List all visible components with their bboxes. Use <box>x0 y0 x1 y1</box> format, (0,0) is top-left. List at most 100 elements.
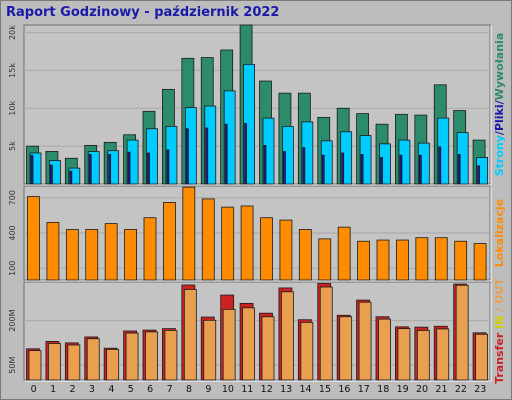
bar-lokalizacje-2 <box>65 229 79 281</box>
bar-out-7 <box>164 330 178 381</box>
xtick-label-10: 10 <box>222 384 234 395</box>
bar-lokalizacje-1 <box>46 222 60 281</box>
xtick-label-0: 0 <box>31 384 37 395</box>
legend-in: IN <box>493 316 506 329</box>
legend-wywolania: Wywołania <box>493 33 506 101</box>
xtick-label-22: 22 <box>455 384 467 395</box>
bar-out-5 <box>125 332 139 381</box>
bar-strony-16 <box>341 152 345 185</box>
xtick-label-9: 9 <box>205 384 211 395</box>
bar-pliki-13 <box>282 126 294 185</box>
xtick-label-17: 17 <box>358 384 370 395</box>
bar-strony-15 <box>321 154 325 185</box>
bar-out-17 <box>358 301 372 381</box>
bar-lokalizacje-7 <box>163 202 176 281</box>
bar-strony-12 <box>263 144 267 185</box>
bar-out-1 <box>48 343 61 381</box>
legend-lokalizacje: Lokalizacje <box>493 199 506 267</box>
bar-pliki-18 <box>379 143 391 185</box>
bar-out-23 <box>475 333 488 381</box>
panel-2-ytick-label-2: 700 <box>8 190 17 205</box>
xtick-label-16: 16 <box>338 384 350 395</box>
bar-out-15 <box>319 286 333 381</box>
bar-lokalizacje-22 <box>454 240 468 281</box>
bar-strony-18 <box>380 157 383 185</box>
bar-pliki-3 <box>87 151 100 185</box>
bar-strony-14 <box>302 147 306 185</box>
xtick-label-6: 6 <box>147 384 153 395</box>
bar-out-9 <box>203 319 217 381</box>
legend-strony: Strony <box>493 135 506 176</box>
xtick-label-3: 3 <box>89 384 95 395</box>
bar-strony-11 <box>244 123 247 185</box>
xtick-label-7: 7 <box>167 384 173 395</box>
bar-lokalizacje-6 <box>143 217 157 281</box>
panel-transfer <box>23 281 491 381</box>
bar-out-22 <box>455 284 469 381</box>
bar-pliki-4 <box>107 150 120 185</box>
xtick-label-19: 19 <box>397 384 409 395</box>
xtick-label-23: 23 <box>474 384 486 395</box>
panel-1-ytick-label-1: 10k <box>8 101 17 116</box>
bar-pliki-19 <box>398 139 411 185</box>
bar-out-8 <box>183 289 197 381</box>
bar-strony-22 <box>457 154 461 185</box>
bar-lokalizacje-23 <box>473 243 487 281</box>
bar-pliki-22 <box>456 132 469 185</box>
xtick-label-18: 18 <box>377 384 389 395</box>
panel-2-ytick-label-1: 400 <box>8 225 17 240</box>
bar-out-14 <box>300 321 314 381</box>
bar-lokalizacje-16 <box>337 226 351 281</box>
bar-pliki-17 <box>359 135 372 185</box>
panel-1-ytick-label-2: 15k <box>8 63 17 78</box>
bar-strony-9 <box>205 127 209 185</box>
bar-pliki-21 <box>437 117 450 185</box>
bar-out-19 <box>397 328 411 381</box>
xtick-label-14: 14 <box>299 384 311 395</box>
bar-pliki-20 <box>417 142 430 185</box>
bar-strony-17 <box>360 154 364 185</box>
panel-1-ytick-label-3: 20k <box>8 25 17 40</box>
bar-pliki-0 <box>29 152 42 185</box>
bar-out-4 <box>106 349 120 381</box>
bar-lokalizacje-21 <box>434 237 448 281</box>
bar-pliki-15 <box>320 140 333 185</box>
bar-lokalizacje-5 <box>124 229 137 281</box>
xtick-label-12: 12 <box>261 384 273 395</box>
xtick-label-2: 2 <box>70 384 76 395</box>
bar-lokalizacje-11 <box>240 205 254 281</box>
bar-lokalizacje-9 <box>201 198 215 281</box>
bar-out-21 <box>436 328 450 381</box>
bar-strony-19 <box>399 154 403 185</box>
bar-pliki-16 <box>340 131 353 185</box>
bar-pliki-14 <box>301 121 314 185</box>
bar-strony-8 <box>185 128 189 185</box>
bar-lokalizacje-18 <box>376 239 390 281</box>
bar-pliki-6 <box>146 128 158 185</box>
bar-strony-3 <box>88 154 92 185</box>
bar-pliki-10 <box>223 90 236 185</box>
bar-pliki-1 <box>49 160 61 185</box>
bar-pliki-7 <box>165 126 178 185</box>
bar-out-6 <box>145 331 158 381</box>
panel-strony-pliki-wywolania <box>23 24 491 185</box>
xtick-label-20: 20 <box>416 384 428 395</box>
xtick-label-1: 1 <box>50 384 56 395</box>
legend-out: OUT <box>493 278 506 304</box>
bar-strony-20 <box>418 154 422 185</box>
bar-out-16 <box>339 316 353 381</box>
panel-3-ytick-label-1: 200M <box>8 309 17 331</box>
bar-pliki-11 <box>243 63 255 185</box>
bar-out-13 <box>281 291 294 381</box>
bar-lokalizacje-17 <box>357 240 370 281</box>
bar-pliki-12 <box>262 117 275 185</box>
xtick-label-13: 13 <box>280 384 292 395</box>
legend-sep1: / <box>493 130 506 135</box>
bar-pliki-9 <box>204 105 217 185</box>
bar-out-18 <box>378 318 391 381</box>
bar-lokalizacje-3 <box>85 229 99 281</box>
bar-strony-23 <box>477 165 480 185</box>
bar-lokalizacje-4 <box>104 223 118 281</box>
xtick-label-21: 21 <box>435 384 447 395</box>
legend-transfer: Transfer <box>493 332 506 384</box>
